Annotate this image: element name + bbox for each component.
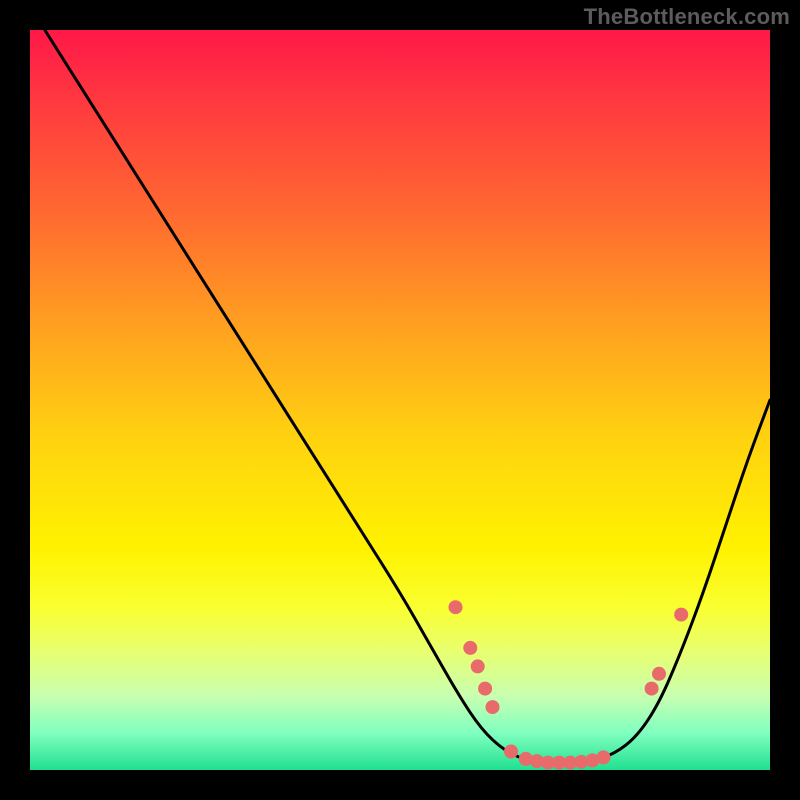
bottleneck-chart	[0, 0, 800, 800]
chart-frame: TheBottleneck.com	[0, 0, 800, 800]
watermark-text: TheBottleneck.com	[584, 4, 790, 30]
